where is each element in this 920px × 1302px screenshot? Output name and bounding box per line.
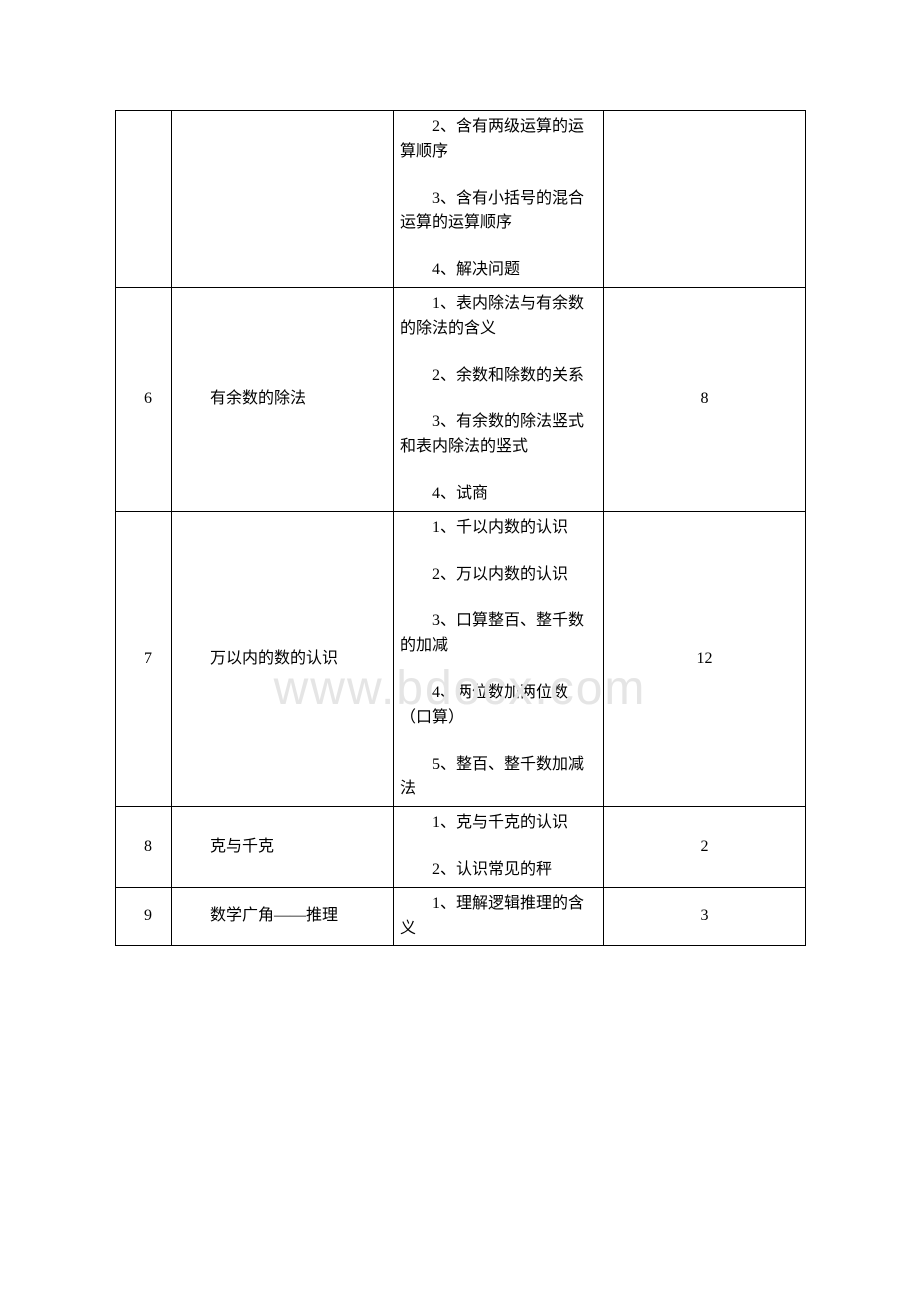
unit-topics-cell: 1、克与千克的认识 2、认识常见的秤 [394, 807, 604, 888]
unit-title [172, 195, 393, 203]
unit-title: 有余数的除法 [172, 383, 393, 416]
topic-item: 2、万以内数的认识 [394, 559, 603, 592]
unit-title-cell: 有余数的除法 [172, 287, 394, 511]
unit-title: 克与千克 [172, 831, 393, 864]
document-page: 2、含有两级运算的运算顺序 3、含有小括号的混合运算的运算顺序 4、解决问题 6… [0, 0, 920, 1026]
topic-item: 4、解决问题 [394, 254, 603, 287]
unit-title-cell [172, 111, 394, 288]
unit-hours-cell [604, 111, 806, 288]
topic-item: 1、表内除法与有余数的除法的含义 [394, 288, 603, 346]
topic-item: 1、理解逻辑推理的含义 [394, 888, 603, 946]
topic-item: 4、试商 [394, 478, 603, 511]
unit-topics-cell: 1、千以内数的认识 2、万以内数的认识 3、口算整百、整千数的加减 4、两位数加… [394, 511, 604, 806]
unit-topics-cell: 1、表内除法与有余数的除法的含义 2、余数和除数的关系 3、有余数的除法竖式和表… [394, 287, 604, 511]
unit-number: 9 [116, 898, 171, 935]
topic-item: 1、千以内数的认识 [394, 512, 603, 545]
unit-title-cell: 克与千克 [172, 807, 394, 888]
unit-number-cell: 9 [116, 887, 172, 946]
unit-hours: 8 [604, 381, 805, 418]
table-row: 2、含有两级运算的运算顺序 3、含有小括号的混合运算的运算顺序 4、解决问题 [116, 111, 806, 288]
unit-topics-cell: 2、含有两级运算的运算顺序 3、含有小括号的混合运算的运算顺序 4、解决问题 [394, 111, 604, 288]
unit-hours-cell: 8 [604, 287, 806, 511]
unit-title-cell: 万以内的数的认识 [172, 511, 394, 806]
unit-hours-cell: 12 [604, 511, 806, 806]
unit-number: 7 [116, 641, 171, 678]
unit-number: 6 [116, 381, 171, 418]
unit-number-cell [116, 111, 172, 288]
unit-title-cell: 数学广角——推理 [172, 887, 394, 946]
table-row: 8 克与千克 1、克与千克的认识 2、认识常见的秤 2 [116, 807, 806, 888]
table-row: 6 有余数的除法 1、表内除法与有余数的除法的含义 2、余数和除数的关系 3、有… [116, 287, 806, 511]
unit-number-cell: 6 [116, 287, 172, 511]
unit-topics-cell: 1、理解逻辑推理的含义 [394, 887, 604, 946]
topic-item: 3、有余数的除法竖式和表内除法的竖式 [394, 406, 603, 464]
topic-item: 3、口算整百、整千数的加减 [394, 605, 603, 663]
unit-title: 万以内的数的认识 [172, 643, 393, 676]
topic-item: 1、克与千克的认识 [394, 807, 603, 840]
topic-item: 3、含有小括号的混合运算的运算顺序 [394, 183, 603, 241]
unit-title: 数学广角——推理 [172, 900, 393, 933]
curriculum-table: 2、含有两级运算的运算顺序 3、含有小括号的混合运算的运算顺序 4、解决问题 6… [115, 110, 806, 946]
table-row: 7 万以内的数的认识 1、千以内数的认识 2、万以内数的认识 3、口算整百、整千… [116, 511, 806, 806]
unit-number-cell: 7 [116, 511, 172, 806]
unit-number [116, 193, 171, 205]
unit-hours-cell: 3 [604, 887, 806, 946]
topic-item: 2、含有两级运算的运算顺序 [394, 111, 603, 169]
unit-hours [604, 193, 805, 205]
topic-item: 4、两位数加两位数（口算） [394, 677, 603, 735]
unit-hours-cell: 2 [604, 807, 806, 888]
topic-item: 5、整百、整千数加减法 [394, 749, 603, 807]
unit-hours: 12 [604, 641, 805, 678]
topic-item: 2、认识常见的秤 [394, 854, 603, 887]
topic-item: 2、余数和除数的关系 [394, 360, 603, 393]
unit-hours: 3 [604, 898, 805, 935]
unit-number: 8 [116, 829, 171, 866]
table-container: 2、含有两级运算的运算顺序 3、含有小括号的混合运算的运算顺序 4、解决问题 6… [115, 110, 805, 946]
unit-number-cell: 8 [116, 807, 172, 888]
unit-hours: 2 [604, 829, 805, 866]
table-row: 9 数学广角——推理 1、理解逻辑推理的含义 3 [116, 887, 806, 946]
